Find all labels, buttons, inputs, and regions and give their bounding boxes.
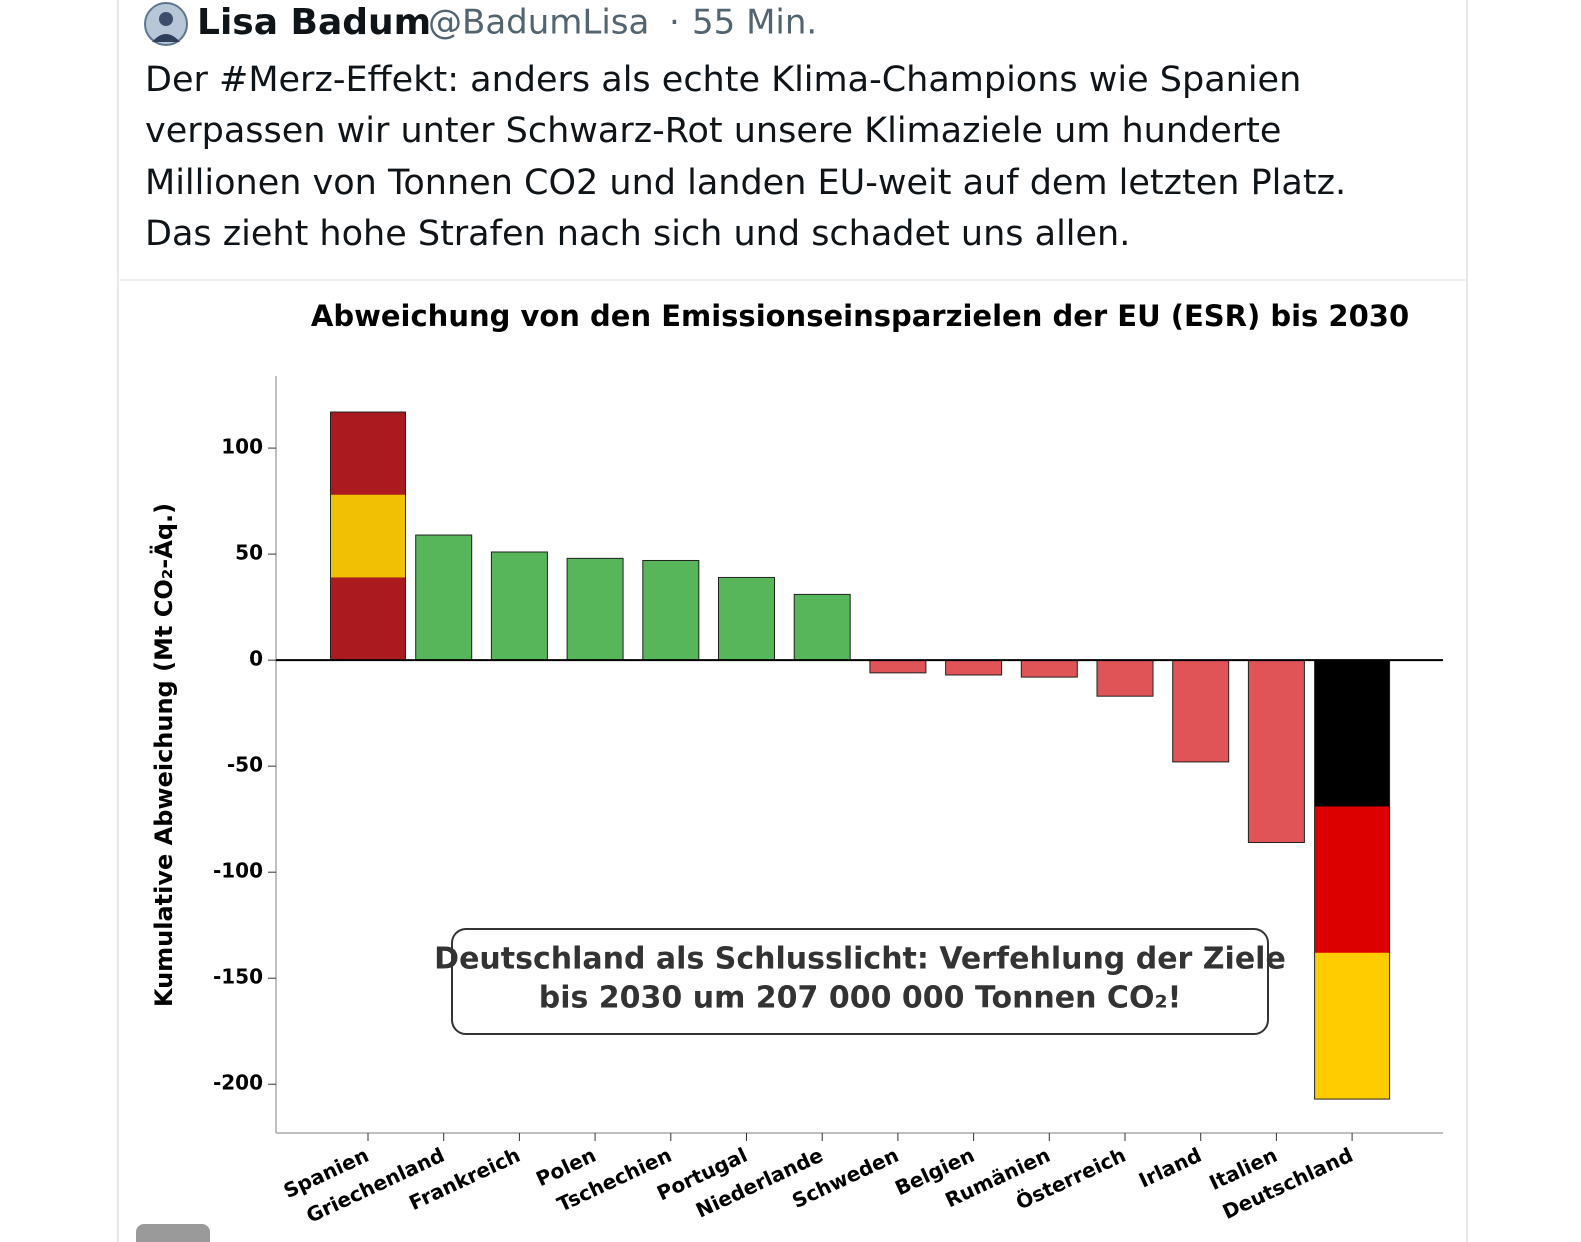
- text-line: Millionen von Tonnen CO2 und landen EU-w…: [145, 163, 1346, 203]
- bar: [718, 576, 775, 661]
- avatar-head: [159, 12, 173, 26]
- bar: [490, 551, 548, 661]
- y-tick-label: 0: [249, 647, 263, 671]
- flag-stripe: [1314, 952, 1390, 1100]
- timestamp[interactable]: 55 Min.: [692, 3, 817, 43]
- media-badge: [136, 1224, 210, 1242]
- y-tick-label: -200: [213, 1071, 263, 1095]
- author-name[interactable]: Lisa Badum: [197, 2, 431, 43]
- y-tick-label: -100: [213, 859, 263, 883]
- author-handle[interactable]: @BadumLisa: [428, 3, 649, 43]
- flag-stripe: [330, 494, 406, 578]
- text-line: verpassen wir unter Schwarz-Rot unsere K…: [145, 111, 1281, 151]
- dot: ·: [669, 3, 680, 43]
- bar: [1020, 659, 1078, 678]
- bar: [415, 534, 473, 661]
- text-line: Der #Merz-Effekt: anders als echte Klima…: [145, 60, 1301, 100]
- y-axis-label: Kumulative Abweichung (Mt CO₂-Äq.): [149, 503, 178, 1007]
- bar: [566, 557, 624, 661]
- avatar-body: [152, 34, 180, 42]
- flag-stripe: [330, 412, 406, 496]
- bar: [869, 659, 927, 674]
- bar: [1172, 659, 1230, 763]
- flag-stripe: [1314, 806, 1390, 954]
- bar: [642, 559, 700, 661]
- chart-title: Abweichung von den Emissionseinsparziele…: [311, 299, 1409, 333]
- bar: [945, 659, 1003, 676]
- annotation-box: [451, 928, 1269, 1035]
- bar: [793, 593, 851, 661]
- annotation-text: Deutschland als Schlusslicht: Verfehlung…: [434, 942, 1286, 977]
- y-tick-label: -150: [213, 965, 263, 989]
- y-tick-label: 100: [221, 435, 263, 459]
- y-tick-label: 50: [235, 541, 263, 565]
- text-line: Das zieht hohe Strafen nach sich und sch…: [145, 214, 1130, 254]
- flag-stripe: [1314, 660, 1390, 807]
- bar: [1247, 659, 1305, 843]
- annotation-text: bis 2030 um 207 000 000 Tonnen CO₂!: [539, 981, 1182, 1016]
- flag-stripe: [330, 577, 406, 661]
- y-tick-label: -50: [227, 753, 263, 777]
- tweet-text: Der #Merz-Effekt: anders als echte Klima…: [145, 60, 1346, 254]
- bar: [1096, 659, 1154, 697]
